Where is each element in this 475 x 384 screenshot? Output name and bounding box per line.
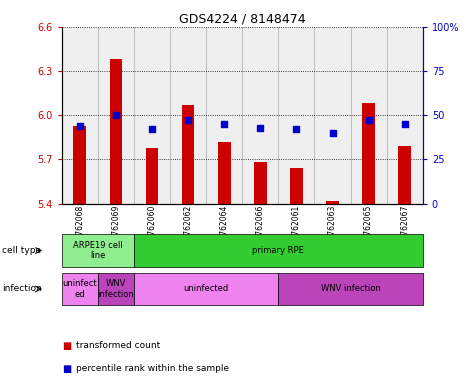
Bar	[351, 27, 387, 204]
Bar	[387, 27, 423, 204]
Bar	[98, 27, 134, 204]
Bar	[110, 59, 122, 204]
Point	[365, 118, 372, 124]
Bar	[254, 162, 266, 204]
Point	[220, 121, 228, 127]
Bar	[182, 105, 194, 204]
Bar	[206, 27, 242, 204]
Text: ■: ■	[62, 364, 71, 374]
Text: ARPE19 cell
line: ARPE19 cell line	[73, 241, 123, 260]
Point	[401, 121, 408, 127]
Text: primary RPE: primary RPE	[252, 246, 304, 255]
Bar	[278, 27, 314, 204]
Text: WNV infection: WNV infection	[321, 285, 380, 293]
Point	[293, 126, 300, 132]
Bar	[399, 146, 411, 204]
Text: uninfected: uninfected	[183, 285, 229, 293]
Text: cell type: cell type	[2, 246, 41, 255]
Text: ■: ■	[62, 341, 71, 351]
Text: transformed count: transformed count	[76, 341, 160, 350]
Bar	[146, 147, 158, 204]
Bar	[242, 27, 278, 204]
Title: GDS4224 / 8148474: GDS4224 / 8148474	[179, 13, 305, 26]
Bar	[290, 168, 303, 204]
Bar	[134, 27, 170, 204]
Bar	[218, 142, 230, 204]
Point	[112, 112, 120, 118]
Point	[184, 118, 192, 124]
Point	[329, 130, 336, 136]
Bar	[74, 126, 86, 204]
Text: percentile rank within the sample: percentile rank within the sample	[76, 364, 229, 373]
Bar	[62, 27, 98, 204]
Bar	[362, 103, 375, 204]
Point	[256, 124, 264, 131]
Bar	[170, 27, 206, 204]
Text: WNV
infection: WNV infection	[97, 279, 134, 299]
Text: uninfect
ed: uninfect ed	[63, 279, 97, 299]
Text: infection: infection	[2, 285, 42, 293]
Point	[76, 123, 84, 129]
Point	[148, 126, 156, 132]
Bar	[326, 200, 339, 204]
Bar	[314, 27, 351, 204]
